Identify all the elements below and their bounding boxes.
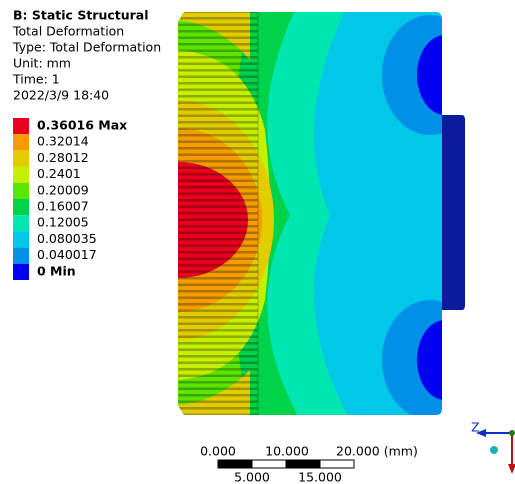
triad-label: Z [471, 420, 480, 435]
legend-label: 0.20009 [37, 182, 89, 197]
header-title: B: Static Structural [13, 8, 149, 23]
model [178, 12, 442, 415]
legend-swatch [13, 182, 29, 199]
scale-label: 0.000 [200, 444, 236, 459]
legend-label: 0.2401 [37, 166, 81, 181]
header-line: Type: Total Deformation [12, 40, 161, 55]
legend-label: 0.040017 [37, 247, 97, 262]
scale-bar [217, 459, 355, 469]
legend-label: 0.080035 [37, 231, 97, 246]
header-line: Unit: mm [13, 56, 71, 71]
header-line: 2022/3/9 18:40 [13, 88, 109, 103]
scale-label: 15.000 [298, 470, 342, 484]
legend-swatch [13, 263, 29, 280]
legend-swatch [13, 231, 29, 248]
model-tab [440, 115, 465, 310]
legend-label: 0.36016 Max [37, 118, 127, 133]
legend-swatch [13, 199, 29, 216]
legend-swatch [13, 166, 29, 183]
scale-label: 5.000 [234, 470, 270, 484]
header-line: Time: 1 [12, 72, 60, 87]
legend-swatch [13, 215, 29, 232]
scale-label: 10.000 [265, 444, 309, 459]
triad: Z [471, 420, 515, 474]
legend-label: 0.28012 [37, 150, 89, 165]
scale-label: 20.000 (mm) [336, 444, 418, 459]
legend-label: 0 Min [37, 263, 76, 278]
legend-swatch [13, 247, 29, 264]
legend-swatch [13, 134, 29, 151]
legend-label: 0.16007 [37, 199, 89, 214]
header-line: Total Deformation [12, 24, 124, 39]
legend-swatch [13, 150, 29, 167]
legend-label: 0.12005 [37, 215, 89, 230]
legend-swatch [13, 118, 29, 135]
legend-label: 0.32014 [37, 134, 89, 149]
